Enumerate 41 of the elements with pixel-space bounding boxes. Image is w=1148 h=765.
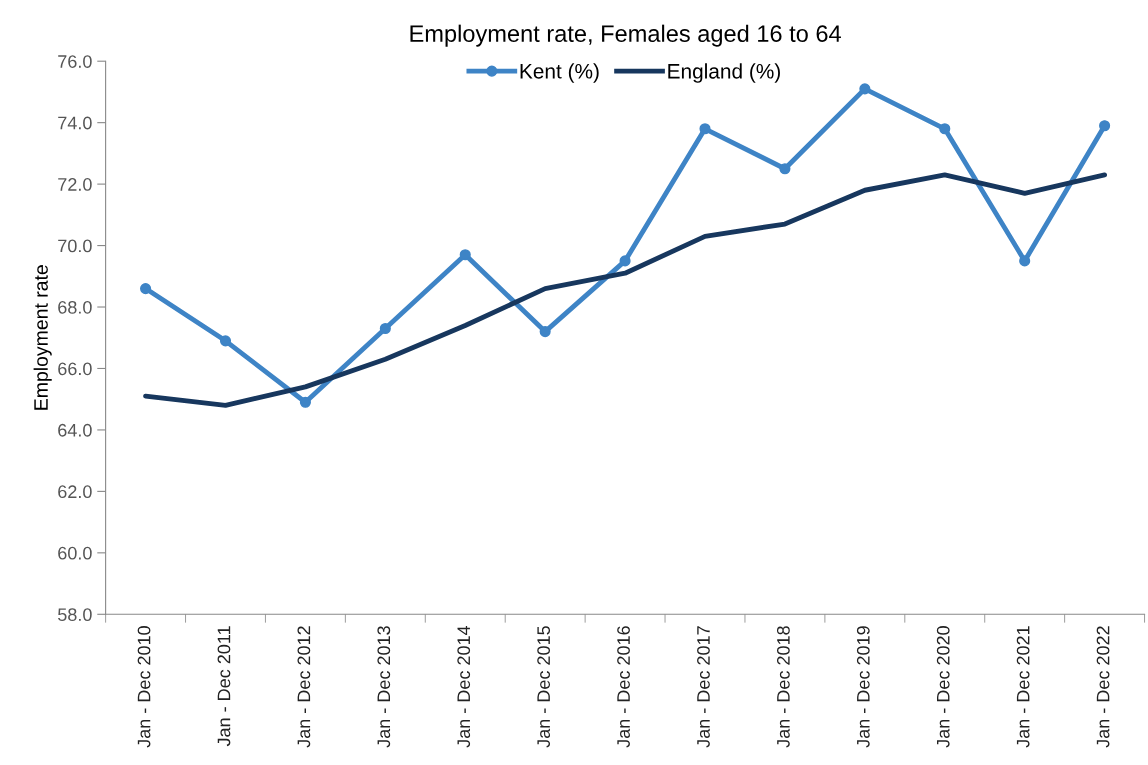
point	[539, 326, 551, 338]
y-tick-label: 74.0	[58, 116, 92, 130]
point	[699, 123, 711, 135]
x-tick-label: Jan - Dec 2011	[217, 626, 231, 747]
x-tick-label: Jan - Dec 2020	[936, 626, 950, 748]
y-tick-label: 66.0	[58, 362, 92, 376]
y-tick-label: 76.0	[58, 55, 92, 68]
x-tick-label: Jan - Dec 2022	[1096, 626, 1110, 748]
x-tick-label: Jan - Dec 2021	[1016, 626, 1030, 748]
y-tick-label: 70.0	[58, 239, 92, 253]
line-series	[143, 172, 1108, 408]
point	[459, 249, 471, 261]
x-tick-label: Jan - Dec 2012	[297, 626, 311, 748]
chart-title: Employment rate, Females aged 16 to 64	[410, 24, 841, 47]
point	[299, 396, 311, 408]
y-tick-label: 68.0	[58, 300, 92, 314]
point	[939, 123, 951, 135]
x-tick-label: Jan - Dec 2014	[457, 625, 471, 748]
x-tick-label: Jan - Dec 2018	[776, 626, 790, 748]
point	[1099, 120, 1111, 132]
x-tick-label: Jan - Dec 2017	[697, 626, 710, 748]
point	[379, 322, 391, 335]
point	[619, 255, 631, 267]
y-axis-title: Employment rate	[33, 265, 52, 410]
x-tick-label: Jan - Dec 2010	[137, 626, 151, 748]
point	[1019, 255, 1031, 267]
y-tick-label: 62.0	[58, 485, 92, 499]
x-tick-label: Jan - Dec 2015	[537, 626, 551, 748]
x-tick-label: Jan - Dec 2013	[377, 626, 391, 748]
point	[859, 83, 871, 95]
legend-label: England (%)	[668, 63, 780, 83]
y-tick-label: 72.0	[58, 178, 92, 191]
point	[779, 163, 791, 175]
point	[140, 283, 152, 295]
legend-label: Kent (%)	[520, 63, 599, 83]
x-tick-label: Jan - Dec 2016	[617, 626, 630, 748]
x-tick-label: Jan - Dec 2019	[856, 626, 870, 748]
y-tick-label: 58.0	[58, 608, 92, 622]
y-tick-label: 64.0	[58, 423, 92, 437]
y-tick-label: 60.0	[58, 546, 92, 560]
point	[219, 335, 232, 347]
